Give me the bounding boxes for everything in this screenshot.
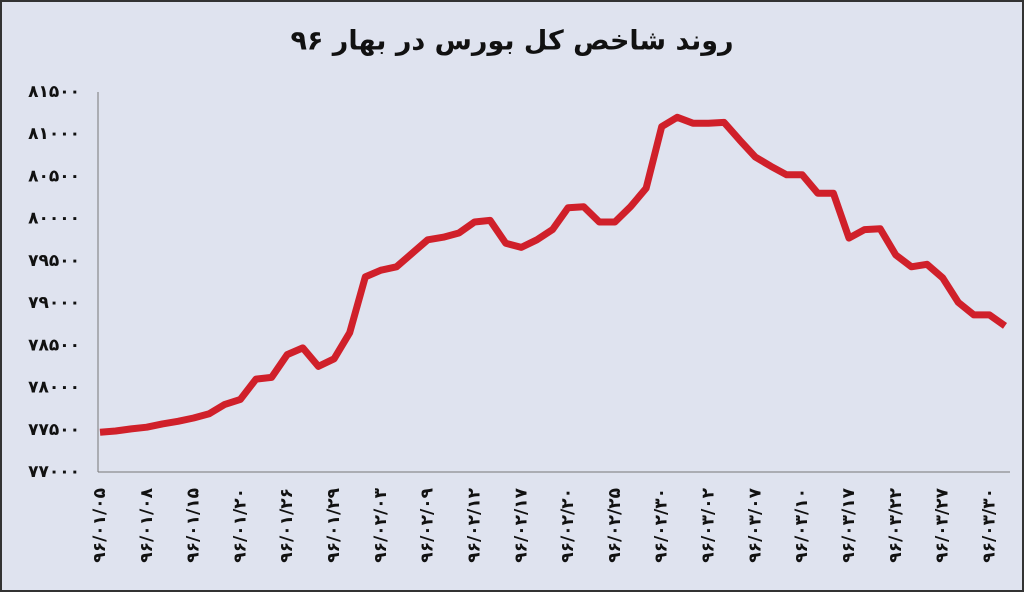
x-tick-label: ۹۶/۰۱/۲۶ <box>277 488 297 563</box>
y-tick-label: ۷۷۵۰۰ <box>28 420 80 440</box>
x-tick-label: ۹۶/۰۱/۱۵ <box>184 488 204 563</box>
x-tick-label: ۹۶/۰۳/۲۲ <box>886 487 906 562</box>
y-tick-label: ۸۱۵۰۰ <box>28 82 80 102</box>
x-tick-label: ۹۶/۰۱/۲۹ <box>324 487 344 562</box>
x-tick-label: ۹۶/۰۳/۰۲ <box>699 487 719 562</box>
x-tick-label: ۹۶/۰۱/۲۰ <box>230 488 250 563</box>
x-tick-label: ۹۶/۰۲/۱۲ <box>464 487 484 562</box>
y-tick-label: ۸۱۰۰۰ <box>28 124 80 144</box>
chart-title: روند شاخص کل بورس در بهار ۹۶ <box>290 26 733 57</box>
y-tick-label: ۸۰۰۰۰ <box>28 209 80 229</box>
x-tick-label: ۹۶/۰۲/۰۹ <box>418 487 438 562</box>
x-tick-label: ۹۶/۰۱/۰۵ <box>90 488 110 563</box>
x-tick-label: ۹۶/۰۲/۱۷ <box>511 487 531 562</box>
x-tick-label: ۹۶/۰۲/۳۰ <box>652 488 672 563</box>
x-tick-label: ۹۶/۰۳/۱۰ <box>792 488 812 563</box>
x-tick-label: ۹۶/۰۳/۲۷ <box>933 487 953 562</box>
x-tick-label: ۹۶/۰۱/۰۸ <box>137 487 157 562</box>
y-tick-label: ۷۹۵۰۰ <box>28 251 80 271</box>
y-tick-label: ۷۸۵۰۰ <box>28 335 80 355</box>
data-line <box>99 113 1008 436</box>
x-tick-label: ۹۶/۰۳/۳۰ <box>979 488 999 563</box>
y-tick-label: ۷۹۰۰۰ <box>28 293 80 313</box>
y-tick-label: ۷۷۰۰۰ <box>28 462 80 482</box>
x-tick-label: ۹۶/۰۳/۰۷ <box>745 487 765 562</box>
x-tick-label: ۹۶/۰۲/۲۰ <box>558 488 578 563</box>
y-tick-label: ۸۰۵۰۰ <box>28 166 80 186</box>
x-tick-label: ۹۶/۰۲/۲۵ <box>605 488 625 563</box>
x-tick-label: ۹۶/۰۳/۱۷ <box>839 487 859 562</box>
y-tick-label: ۷۸۰۰۰ <box>28 378 80 398</box>
x-tick-label: ۹۶/۰۲/۰۳ <box>371 487 391 562</box>
